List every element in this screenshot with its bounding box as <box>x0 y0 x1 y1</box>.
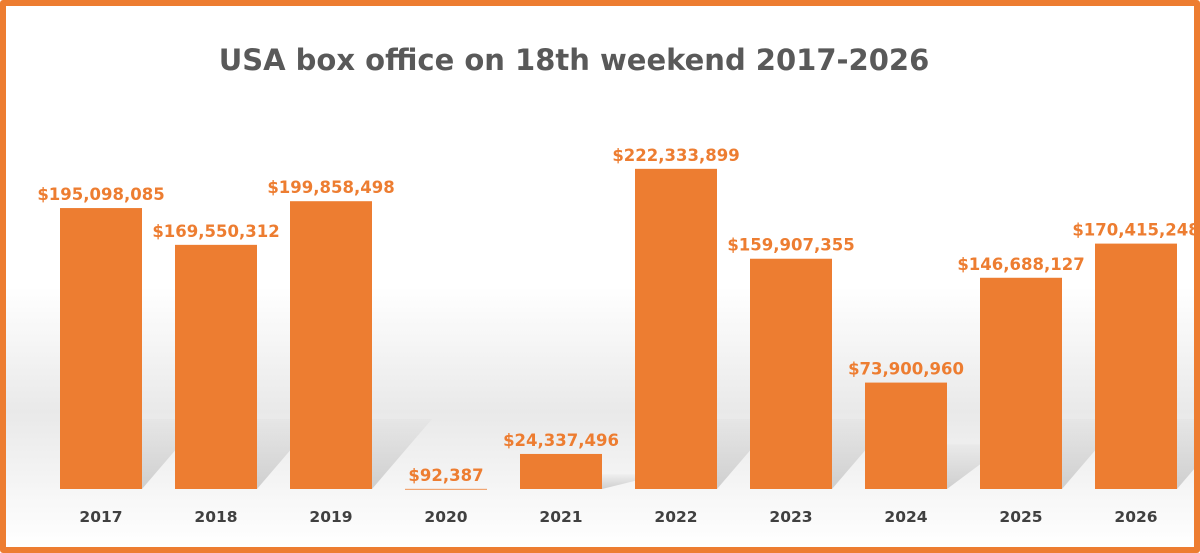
data-label-2023: $159,907,355 <box>727 236 854 255</box>
bars <box>60 168 1177 490</box>
bar-2023 <box>750 258 832 489</box>
data-label-2024: $73,900,960 <box>848 360 964 379</box>
x-axis-tick-labels: 2017 2018 2019 2020 2021 2022 2023 2024 2025 2026 <box>79 508 1157 526</box>
bar-2022 <box>635 168 717 490</box>
chart-title: USA box office on 18th weekend 2017-2026 <box>219 43 930 77</box>
bar-2020 <box>405 488 487 490</box>
x-tick-label-2019: 2019 <box>309 508 352 526</box>
bar-2021 <box>520 453 602 489</box>
data-label-2017: $195,098,085 <box>37 185 164 204</box>
data-label-2018: $169,550,312 <box>152 222 279 241</box>
bar-chart: USA box office on 18th weekend 2017-2026… <box>37 43 1194 526</box>
x-tick-label-2021: 2021 <box>539 508 582 526</box>
x-tick-label-2018: 2018 <box>194 508 237 526</box>
bar-2019 <box>290 201 372 489</box>
data-label-2022: $222,333,899 <box>612 146 739 165</box>
bar-2018 <box>175 244 257 489</box>
x-tick-label-2020: 2020 <box>424 508 467 526</box>
data-label-2026: $170,415,248 <box>1072 221 1194 240</box>
x-tick-label-2022: 2022 <box>654 508 697 526</box>
bar-2025 <box>980 277 1062 489</box>
x-tick-label-2024: 2024 <box>884 508 927 526</box>
x-tick-label-2023: 2023 <box>769 508 812 526</box>
data-label-2021: $24,337,496 <box>503 431 619 450</box>
x-tick-label-2025: 2025 <box>999 508 1042 526</box>
data-label-2020: $92,387 <box>408 466 483 485</box>
data-label-2019: $199,858,498 <box>267 178 394 197</box>
bar-2017 <box>60 208 142 489</box>
bar-2026 <box>1095 243 1177 489</box>
x-tick-label-2026: 2026 <box>1114 508 1157 526</box>
bar-2024 <box>865 382 947 489</box>
data-label-2025: $146,688,127 <box>957 255 1084 274</box>
data-labels: $195,098,085 $169,550,312 $199,858,498 $92,… <box>37 146 1194 485</box>
x-tick-label-2017: 2017 <box>79 508 122 526</box>
